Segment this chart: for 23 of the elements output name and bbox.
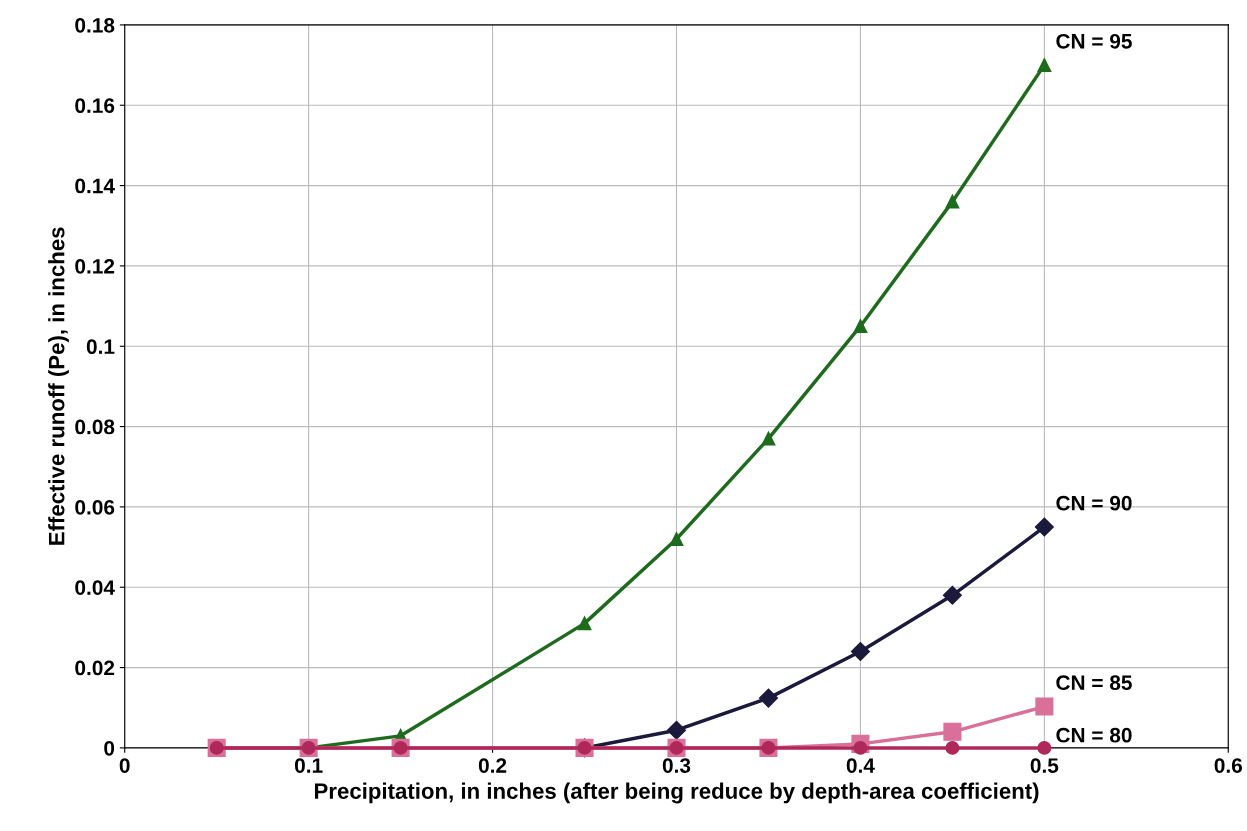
y-tick-label: 0.04: [75, 580, 115, 595]
x-tick-label: 0.6: [1214, 758, 1243, 773]
y-axis-title: Effective runoff (Pe), in inches: [48, 227, 69, 545]
series-label: CN = 85: [1056, 675, 1132, 691]
series-label: CN = 95: [1056, 33, 1132, 49]
x-axis-title: Precipitation, in inches (after being reduce by depth-area coefficient): [314, 782, 1039, 804]
x-tick-label: 0.1: [294, 758, 323, 773]
series-label: CN = 80: [1056, 727, 1132, 743]
y-tick-label: 0.1: [86, 339, 115, 354]
x-tick-label: 0.5: [1030, 758, 1059, 773]
y-tick-label: 0.02: [75, 660, 115, 676]
x-tick-label: 0.2: [478, 758, 507, 773]
y-tick-label: 0.14: [75, 178, 115, 194]
y-tick-label: 0.08: [75, 419, 115, 435]
series-label: CN = 90: [1056, 495, 1132, 511]
y-tick-label: 0.06: [75, 499, 115, 515]
x-tick-label: 0.4: [846, 758, 875, 773]
y-tick-label: 0.12: [75, 258, 115, 274]
x-tick-label: 0: [119, 758, 130, 773]
y-tick-label: 0.18: [75, 17, 115, 33]
x-tick-label: 0.3: [662, 758, 691, 773]
y-tick-label: 0.16: [75, 98, 115, 114]
y-tick-label: 0: [104, 740, 115, 756]
